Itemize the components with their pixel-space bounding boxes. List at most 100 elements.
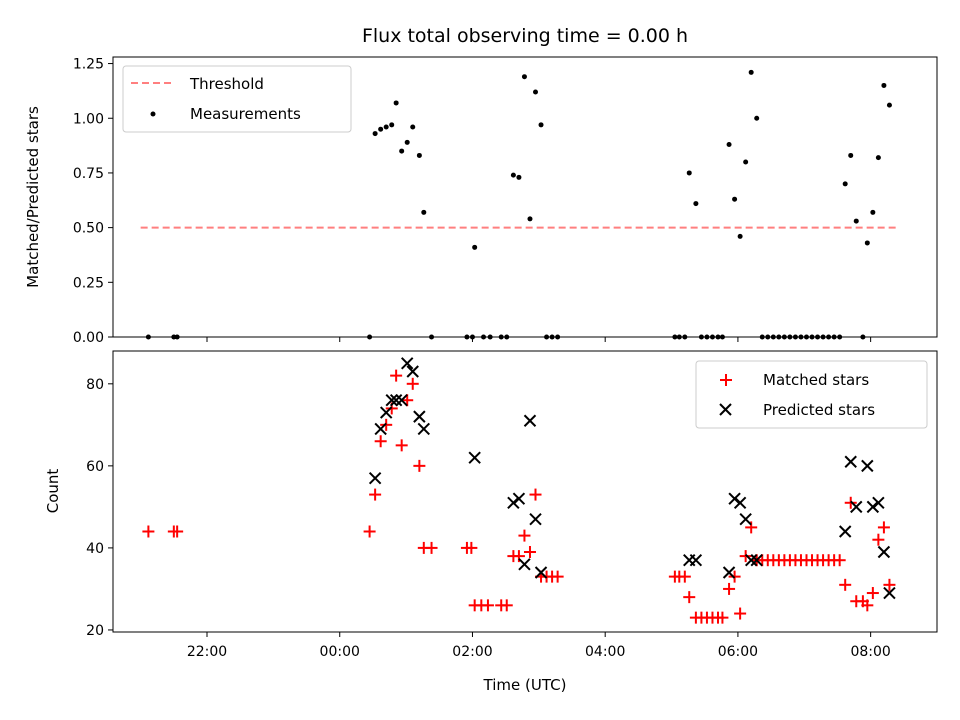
bottom-y-tick-label: 60	[86, 459, 104, 475]
x-tick-label: 00:00	[320, 644, 360, 660]
top-y-axis-label: Matched/Predicted stars	[24, 106, 42, 288]
bottom-legend: Matched stars Predicted stars	[695, 360, 928, 429]
matched-star-point	[877, 521, 890, 534]
measurement-point	[743, 159, 749, 165]
measurement-point	[378, 126, 384, 132]
matched-star-point	[380, 418, 393, 431]
matched-star-point	[839, 578, 852, 591]
x-tick-label: 06:00	[718, 644, 758, 660]
measurement-point	[416, 152, 422, 158]
matched-star-point	[390, 369, 403, 382]
legend-threshold-label: Threshold	[189, 75, 264, 93]
x-tick-label: 04:00	[585, 644, 625, 660]
matched-star-point	[872, 533, 885, 546]
measurement-point	[538, 122, 544, 128]
top-axes-frame	[112, 56, 938, 338]
predicted-star-point	[728, 492, 741, 505]
bottom-y-axis-label: Count	[44, 469, 62, 514]
predicted-star-point	[417, 422, 431, 436]
x-tick-label: 22:00	[187, 644, 227, 660]
matched-star-point	[406, 377, 419, 390]
predicted-star-point	[883, 586, 896, 600]
top-y-tick-label: 0.25	[73, 275, 104, 291]
x-axis-label: Time (UTC)	[483, 676, 567, 694]
measurement-point	[389, 122, 395, 128]
matched-star-point	[413, 459, 426, 472]
predicted-star-point	[744, 554, 758, 567]
x-tick-label: 08:00	[850, 644, 890, 660]
matched-star-point	[523, 546, 536, 559]
measurement-point	[383, 124, 389, 130]
matched-star-point	[425, 541, 438, 554]
matched-star-point	[369, 488, 382, 501]
top-y-tick-label: 0.00	[73, 330, 104, 346]
bottom-x-ticks: 22:00 00:00 02:00 04:00 06:00 08:00	[187, 632, 891, 660]
measurement-point	[372, 131, 378, 137]
predicted-star-point	[838, 525, 852, 538]
matched-star-point	[551, 570, 564, 583]
matched-star-point	[833, 554, 846, 567]
top-y-tick-label: 1.25	[73, 57, 104, 73]
matched-star-point	[395, 439, 408, 452]
matched-star-point	[465, 541, 478, 554]
measurement-point	[516, 174, 522, 180]
measurement-point	[870, 209, 876, 215]
predicted-star-point	[389, 394, 403, 407]
bottom-marks	[142, 357, 896, 624]
measurement-point	[848, 152, 854, 158]
legend-predicted-label: Predicted stars	[763, 401, 875, 419]
measurement-point	[732, 196, 738, 202]
matched-star-point	[883, 578, 896, 591]
x-tick-label: 02:00	[452, 644, 492, 660]
matched-star-point	[529, 488, 542, 501]
predicted-star-point	[507, 496, 520, 509]
predicted-star-point	[877, 545, 891, 559]
matched-star-point	[481, 599, 494, 612]
matched-star-point	[734, 607, 747, 620]
predicted-star-point	[518, 558, 531, 571]
bottom-y-tick-label: 40	[86, 541, 104, 557]
measurement-point	[726, 142, 732, 147]
matched-star-point	[171, 525, 184, 538]
top-y-tick-label: 0.50	[73, 221, 104, 237]
legend-measurements-label: Measurements	[190, 105, 301, 123]
top-panel: 0.00 0.25 0.50 0.75 1.00 1.25 Matched/Predict…	[24, 56, 938, 346]
bottom-legend-box	[695, 360, 928, 429]
matched-star-point	[739, 550, 752, 563]
predicted-star-point	[523, 414, 537, 427]
top-y-tick-label: 0.75	[73, 166, 104, 182]
matched-star-point	[518, 529, 531, 542]
measurement-point	[748, 69, 754, 75]
predicted-star-point	[374, 422, 387, 436]
predicted-star-point	[733, 496, 747, 509]
predicted-star-point	[368, 471, 382, 485]
measurement-point	[533, 89, 539, 95]
predicted-star-point	[750, 554, 763, 567]
measurement-point	[754, 115, 760, 121]
matched-star-point	[723, 582, 736, 595]
chart-title: Flux total observing time = 0.00 h	[362, 25, 688, 47]
measurement-point	[875, 155, 881, 161]
predicted-star-point	[534, 566, 548, 579]
predicted-star-point	[866, 500, 880, 514]
predicted-star-point	[529, 512, 542, 526]
top-legend: Threshold Measurements	[122, 65, 352, 133]
measurement-point	[881, 82, 887, 88]
matched-star-point	[866, 587, 879, 600]
measurement-point	[421, 209, 427, 215]
predicted-star-point	[468, 451, 481, 464]
measurement-point	[510, 172, 516, 178]
top-x-ticks	[206, 337, 872, 342]
matched-star-point	[861, 599, 874, 612]
bottom-y-ticks: 20 40 60 80	[86, 377, 113, 639]
measurement-point	[853, 218, 859, 224]
predicted-star-point	[406, 365, 419, 378]
matched-star-point	[142, 525, 155, 538]
matched-star-point	[716, 611, 729, 624]
predicted-star-point	[385, 394, 398, 407]
measurement-point	[886, 102, 892, 108]
legend-measurements-swatch	[150, 111, 156, 117]
measurement-point	[472, 244, 478, 250]
predicted-star-point	[844, 455, 857, 468]
